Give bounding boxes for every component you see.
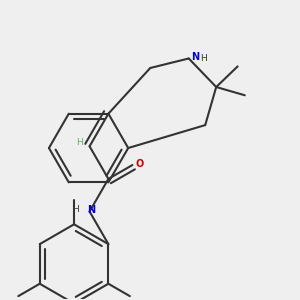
Text: H: H [72, 205, 79, 214]
Text: O: O [135, 159, 144, 169]
Text: N: N [191, 52, 199, 62]
Text: N: N [88, 205, 96, 214]
Text: H: H [76, 138, 83, 147]
Text: H: H [200, 54, 206, 63]
